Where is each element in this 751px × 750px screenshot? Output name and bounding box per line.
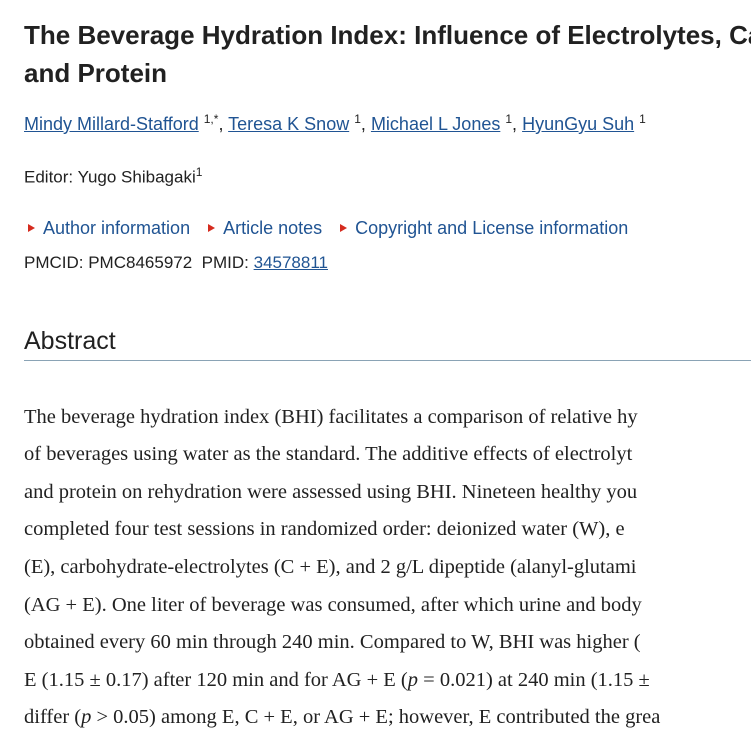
italic-text: p bbox=[81, 706, 92, 729]
text: (E), carbohydrate-electrolytes (C + E), … bbox=[24, 556, 637, 579]
affiliation: 1,* bbox=[203, 112, 219, 126]
text-line: differ (p > 0.05) among E, C + E, or AG … bbox=[24, 699, 751, 737]
info-link[interactable]: Article notes bbox=[223, 217, 323, 238]
text-line: and protein on rehydration were assessed… bbox=[24, 474, 751, 512]
title-line: and Protein bbox=[24, 58, 168, 88]
section-heading: Abstract bbox=[24, 327, 751, 361]
text: The beverage hydration index (BHI) facil… bbox=[24, 405, 638, 428]
pmcid: PMCID: PMC8465972 bbox=[24, 252, 193, 272]
author-link[interactable]: HyunGyu Suh bbox=[522, 114, 635, 134]
text: E (1.15 ± 0.17) after 120 min and for AG… bbox=[24, 668, 408, 691]
text: completed four test sessions in randomiz… bbox=[24, 518, 625, 541]
article: The Beverage Hydration Index: Influence … bbox=[24, 0, 751, 737]
pmid-label: PMID: bbox=[201, 252, 249, 272]
text-line: (AG + E). One liter of beverage was cons… bbox=[24, 587, 751, 625]
article-title: The Beverage Hydration Index: Influence … bbox=[24, 16, 751, 92]
author-link[interactable]: Teresa K Snow bbox=[228, 114, 350, 134]
editor-name: Yugo Shibagaki bbox=[77, 167, 196, 187]
toggle-icon[interactable] bbox=[208, 223, 216, 232]
toggle-icon[interactable] bbox=[28, 223, 35, 232]
text-line: (E), carbohydrate-electrolytes (C + E), … bbox=[24, 549, 751, 587]
text: obtained every 60 min through 240 min. C… bbox=[24, 631, 641, 654]
toggle-icon[interactable] bbox=[340, 223, 348, 232]
separator: , bbox=[218, 114, 224, 134]
text-line: completed four test sessions in randomiz… bbox=[24, 511, 751, 549]
italic-text: p bbox=[407, 668, 419, 691]
affiliation: 1 bbox=[354, 112, 361, 126]
text-line: E (1.15 ± 0.17) after 120 min and for AG… bbox=[24, 662, 751, 700]
affiliation: 1 bbox=[639, 112, 646, 126]
separator: , bbox=[360, 114, 366, 134]
info-link[interactable]: Copyright and License information bbox=[355, 217, 629, 238]
info-links: Author information Article notes Copyright… bbox=[24, 218, 751, 239]
editor: Editor: Yugo Shibagaki1 bbox=[24, 165, 751, 188]
author-link[interactable]: Mindy Millard-Stafford bbox=[24, 114, 199, 134]
text: = 0.021) at 240 min (1.15 ± bbox=[418, 668, 650, 691]
title-line: The Beverage Hydration Index: Influence … bbox=[24, 20, 751, 50]
text: > 0.05) among E, C + E, or AG + E; howev… bbox=[91, 706, 661, 729]
info-link[interactable]: Author information bbox=[43, 217, 191, 238]
authors: Mindy Millard-Stafford 1,*, Teresa K Sno… bbox=[24, 112, 751, 135]
pmid-link[interactable]: 34578811 bbox=[253, 252, 328, 272]
text-line: of beverages using water as the standard… bbox=[24, 436, 751, 474]
editor-label: Editor: bbox=[24, 167, 74, 187]
author-link[interactable]: Michael L Jones bbox=[370, 114, 501, 134]
text: of beverages using water as the standard… bbox=[24, 443, 633, 466]
text: differ ( bbox=[24, 706, 82, 729]
abstract-text: The beverage hydration index (BHI) facil… bbox=[24, 399, 751, 737]
article-ids: PMCID: PMC8465972 PMID: 34578811 bbox=[24, 253, 751, 273]
affiliation: 1 bbox=[505, 112, 513, 126]
text-line: obtained every 60 min through 240 min. C… bbox=[24, 624, 751, 662]
separator: , bbox=[512, 114, 518, 134]
affiliation: 1 bbox=[195, 165, 203, 179]
text-line: The beverage hydration index (BHI) facil… bbox=[24, 399, 751, 437]
text: (AG + E). One liter of beverage was cons… bbox=[24, 593, 642, 616]
text: and protein on rehydration were assessed… bbox=[24, 480, 638, 503]
